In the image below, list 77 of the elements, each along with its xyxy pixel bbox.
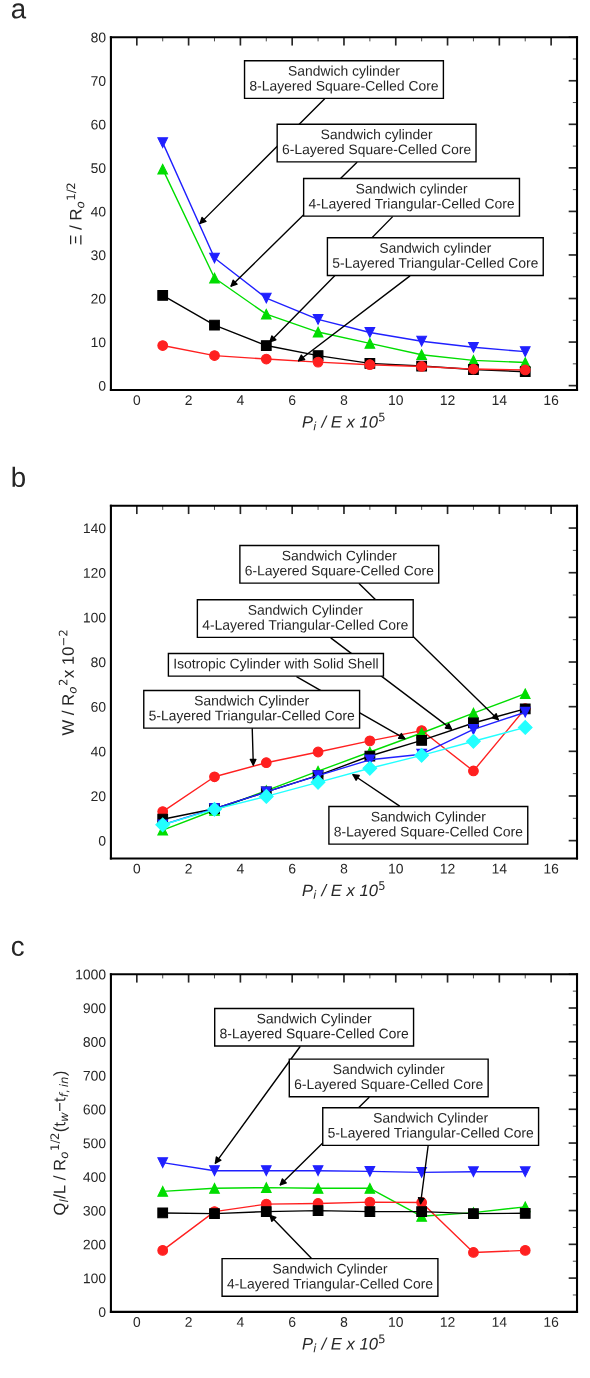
y-tick-label: 30	[91, 250, 106, 261]
y-tick-label: 0	[98, 380, 106, 391]
y-tick-label: 40	[90, 206, 106, 217]
annotation: Isotropic Cylinder with Solid Shell	[174, 658, 378, 672]
x-tick-label: 0	[133, 395, 141, 406]
x-tick-label: 12	[440, 1317, 455, 1327]
x-tick-label: 6	[289, 395, 296, 406]
y-tick-label: 400	[83, 1172, 106, 1182]
annotation: Sandwich Cylinder 6-Layered Square-Celled Core	[245, 550, 434, 579]
x-tick-label: 2	[185, 863, 192, 874]
x-tick-label: 8	[340, 395, 348, 406]
y-tick-label: 60	[91, 119, 106, 130]
y-tick-label: 10	[91, 337, 106, 348]
annotation: Sandwich Cylinder 4-Layered Triangular-Celled Core	[202, 604, 408, 633]
x-tick-label: 2	[185, 1317, 192, 1327]
x-tick-label: 10	[389, 395, 403, 406]
y-tick-label: 140	[83, 523, 106, 534]
y-tick-label: 100	[83, 1273, 106, 1284]
y-tick-label: 80	[91, 657, 106, 668]
y-tick-label: 70	[91, 76, 106, 86]
x-tick-label: 4	[236, 395, 244, 405]
y-tick-label: 1000	[76, 969, 106, 980]
y-tick-label: 120	[83, 568, 106, 578]
x-axis-title: P$_{i}$ / E x 10$^{5}$	[302, 1334, 385, 1353]
x-tick-label: 8	[340, 1317, 348, 1327]
x-tick-label: 16	[544, 1317, 559, 1327]
y-tick-label: 40	[90, 746, 106, 757]
annotation: Sandwich Cylinder 8-Layered Square-Celled Core	[220, 1013, 409, 1042]
y-tick-label: 50	[91, 163, 106, 174]
x-tick-label: 2	[185, 395, 192, 405]
annotation: Sandwich cylinder 5-Layered Triangular-Celled Core	[332, 242, 538, 271]
chart-title: b	[12, 466, 25, 488]
y-tick-label: 600	[83, 1104, 106, 1115]
y-tick-label: 700	[83, 1070, 106, 1081]
x-tick-label: 4	[236, 863, 244, 874]
annotation: Sandwich Cylinder 4-Layered Triangular-Celled Core	[227, 1263, 433, 1292]
y-tick-label: 80	[91, 32, 106, 43]
annotation: Sandwich Cylinder 8-Layered Square-Celled Core	[334, 811, 523, 840]
y-tick-label: 100	[83, 612, 106, 623]
y-tick-label: 20	[91, 791, 106, 802]
y-tick-label: 900	[83, 1003, 106, 1014]
annotation: Sandwich cylinder 6-Layered Square-Celled Core	[294, 1063, 483, 1092]
y-axis-title: W / R$_{o}$$^{2}$x 10$^{−2}$	[58, 630, 77, 736]
x-tick-label: 16	[544, 863, 559, 874]
y-tick-label: 60	[91, 702, 106, 712]
y-tick-label: 20	[91, 293, 106, 304]
chart-title: c	[11, 940, 24, 957]
x-tick-label: 10	[389, 863, 403, 874]
x-tick-label: 14	[492, 395, 507, 405]
x-tick-label: 8	[340, 863, 348, 874]
y-tick-label: 300	[83, 1205, 106, 1216]
annotation: Sandwich Cylinder 5-Layered Triangular-Celled Core	[149, 695, 355, 724]
x-tick-label: 14	[492, 863, 507, 874]
x-tick-label: 14	[492, 1317, 507, 1327]
annotation: Sandwich Cylinder 5-Layered Triangular-Celled Core	[328, 1112, 534, 1141]
x-tick-label: 0	[133, 863, 141, 874]
x-tick-label: 4	[236, 1317, 244, 1327]
x-tick-label: 16	[544, 395, 559, 406]
x-tick-label: 12	[440, 863, 455, 874]
x-axis-title: P$_{i}$ / E x 10$^{5}$	[302, 412, 385, 431]
x-tick-label: 0	[133, 1317, 141, 1327]
chart-title: a	[11, 3, 27, 19]
y-tick-label: 200	[83, 1239, 106, 1250]
y-tick-label: 500	[83, 1138, 106, 1149]
y-tick-label: 800	[83, 1037, 106, 1047]
y-tick-label: 0	[98, 835, 106, 846]
x-tick-label: 6	[289, 1317, 296, 1327]
y-tick-label: 0	[98, 1307, 106, 1318]
text: Q$_{l}$/L / R$_{o}$$^{1/2}$(t$_{w}$−t$_{f,in}$)	[50, 1071, 70, 1215]
annotation: Sandwich cylinder 8-Layered Square-Celled Core	[250, 65, 438, 94]
x-tick-label: 10	[389, 1317, 403, 1327]
annotation: Sandwich cylinder 6-Layered Square-Celled Core	[282, 129, 471, 157]
x-tick-label: 6	[289, 863, 296, 874]
y-axis-title: Ξ / R$_{o}$$^{1/2}$	[66, 183, 85, 245]
x-tick-label: 12	[440, 395, 455, 405]
x-axis-title: P$_{i}$ / E x 10$^{5}$	[302, 881, 385, 899]
annotation: Sandwich cylinder 4-Layered Triangular-Celled Core	[308, 183, 515, 212]
